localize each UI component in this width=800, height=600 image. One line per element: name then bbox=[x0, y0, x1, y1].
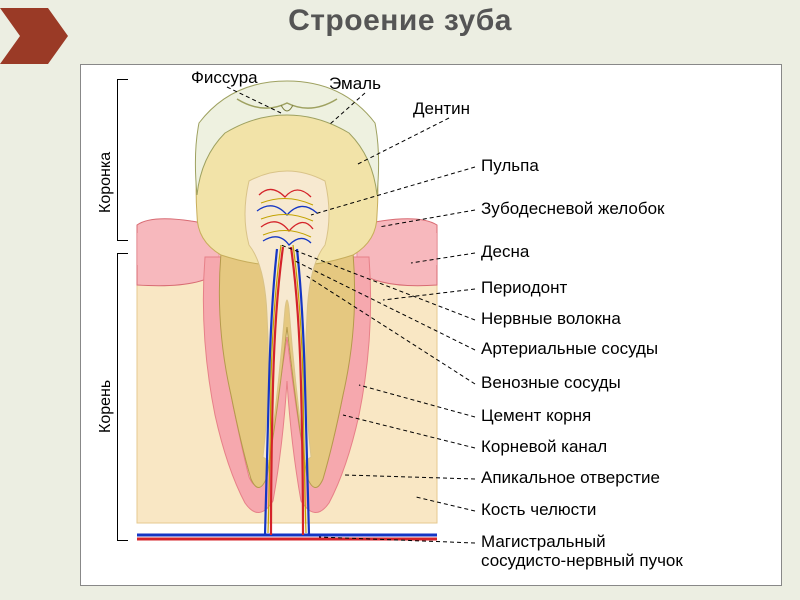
label-dentin: Дентин bbox=[413, 100, 470, 119]
label-nerve: Нервные волокна bbox=[481, 310, 621, 329]
label-periodont: Периодонт bbox=[481, 279, 567, 298]
label-sulcus: Зубодесневой желобок bbox=[481, 200, 664, 219]
label-enamel: Эмаль bbox=[329, 75, 381, 94]
tooth-diagram bbox=[81, 65, 781, 585]
diagram-panel: Коронка Корень bbox=[80, 64, 782, 586]
label-pulp: Пульпа bbox=[481, 157, 539, 176]
label-artery: Артериальные сосуды bbox=[481, 340, 658, 359]
label-bone: Кость челюсти bbox=[481, 501, 596, 520]
label-gum: Десна bbox=[481, 243, 529, 262]
label-bundle: Магистральныйсосудисто-нервный пучок bbox=[481, 533, 683, 570]
label-apex: Апикальное отверстие bbox=[481, 469, 660, 488]
label-vein: Венозные сосуды bbox=[481, 374, 621, 393]
page-title: Строение зуба bbox=[0, 4, 800, 38]
label-fissure: Фиссура bbox=[191, 69, 258, 88]
label-cementum: Цемент корня bbox=[481, 407, 591, 426]
label-canal: Корневой канал bbox=[481, 438, 607, 457]
